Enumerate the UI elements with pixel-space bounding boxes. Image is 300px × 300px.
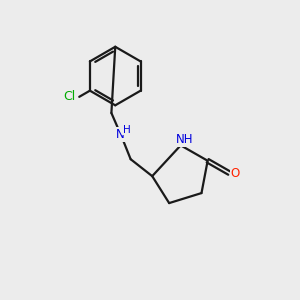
Text: O: O <box>231 167 240 180</box>
Text: N: N <box>116 128 124 141</box>
Text: H: H <box>123 125 131 135</box>
Text: NH: NH <box>176 134 193 146</box>
Text: Cl: Cl <box>63 90 75 103</box>
